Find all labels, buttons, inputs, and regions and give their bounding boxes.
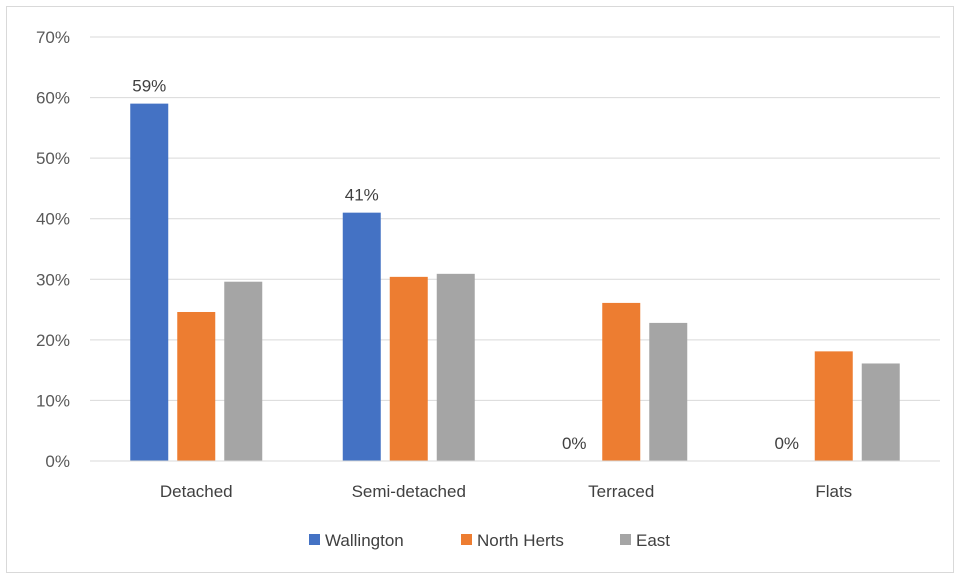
y-tick-label: 30% [36, 270, 70, 289]
bar-east [224, 281, 263, 461]
legend-label: Wallington [325, 531, 404, 550]
data-label: 59% [132, 77, 166, 96]
bar-east [649, 322, 688, 461]
x-category-label: Flats [815, 482, 852, 501]
bar-wallington [130, 103, 169, 461]
legend-label: North Herts [477, 531, 564, 550]
data-label: 0% [774, 434, 799, 453]
y-tick-label: 70% [36, 28, 70, 47]
bar-north-herts [814, 351, 853, 461]
y-tick-label: 20% [36, 331, 70, 350]
bar-north-herts [602, 302, 641, 461]
legend-swatch [461, 534, 472, 545]
data-label: 0% [562, 434, 587, 453]
bar-east [436, 273, 475, 461]
y-tick-label: 60% [36, 89, 70, 108]
data-label: 41% [345, 186, 379, 205]
y-tick-label: 10% [36, 391, 70, 410]
y-tick-label: 0% [45, 452, 70, 471]
x-category-label: Terraced [588, 482, 654, 501]
y-tick-label: 50% [36, 149, 70, 168]
bar-east [861, 363, 900, 461]
legend-swatch [620, 534, 631, 545]
x-category-label: Semi-detached [352, 482, 466, 501]
bar-north-herts [389, 276, 428, 461]
bar-north-herts [177, 311, 216, 461]
legend-label: East [636, 531, 670, 550]
x-category-label: Detached [160, 482, 233, 501]
y-tick-label: 40% [36, 210, 70, 229]
legend-swatch [309, 534, 320, 545]
bar-wallington [342, 212, 381, 461]
